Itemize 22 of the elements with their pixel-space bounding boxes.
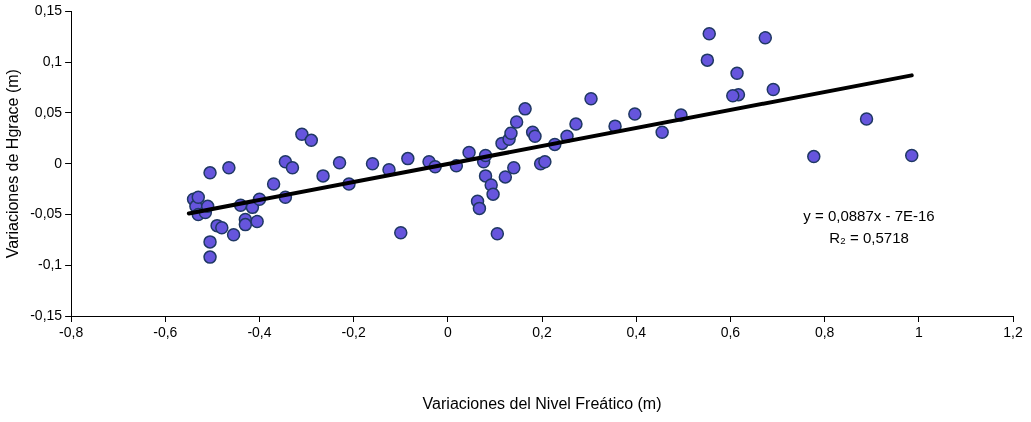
y-axis-title: Variaciones de Hgrace (m) [4, 69, 22, 259]
y-tick-label: -0,15 [30, 306, 63, 323]
y-tick-label: 0,1 [42, 53, 63, 70]
y-tick-label: -0,05 [30, 205, 63, 222]
x-tick-label: 0,8 [814, 324, 835, 341]
x-tick-label: -0,8 [59, 324, 84, 341]
x-tick-label: -0,4 [247, 324, 272, 341]
y-tick-label: 0,05 [34, 103, 63, 120]
x-tick-label: 0,2 [532, 324, 552, 341]
y-tick-label: 0,15 [34, 2, 63, 19]
y-tick-label: 0 [54, 154, 63, 171]
x-tick-label: -0,6 [153, 324, 178, 341]
x-tick-label: -0,2 [341, 324, 366, 341]
x-tick-label: 0,4 [626, 324, 647, 341]
x-axis-title: Variaciones del Nivel Freático (m) [422, 394, 662, 412]
x-tick-label: 1,2 [1003, 324, 1023, 341]
x-tick-label: 0 [443, 324, 452, 341]
x-tick-label: 0,6 [720, 324, 741, 341]
x-tick-label: 1 [914, 324, 923, 341]
annotation: y = 0,0887x - 7E-16 [803, 207, 935, 225]
annotation: R₂ = 0,5718 [829, 229, 909, 247]
y-tick-label: -0,1 [37, 256, 63, 273]
